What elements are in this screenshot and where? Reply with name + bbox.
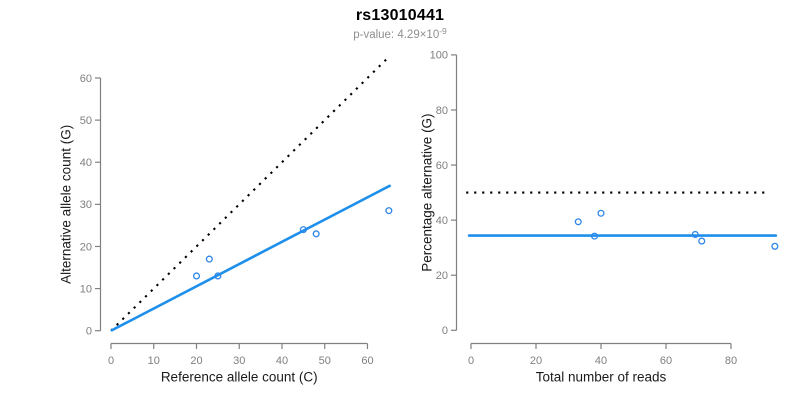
x-axis-title: Total number of reads [536,370,667,385]
y-tick-label: 0 [442,325,448,337]
data-point [698,237,706,245]
x-tick-label: 60 [660,355,672,367]
x-tick-label: 20 [530,355,542,367]
y-tick-label: 100 [430,50,448,62]
x-tick-label: 40 [276,355,288,367]
pvalue-exponent: -9 [439,26,447,36]
data-point [214,272,222,280]
y-tick-label: 40 [80,157,92,169]
fit-line [110,184,391,332]
data-point [691,230,699,239]
data-point [192,272,201,280]
data-point [771,242,779,250]
x-tick-label: 0 [108,355,114,367]
y-tick-label: 80 [436,105,448,117]
y-tick-label: 30 [80,199,92,211]
x-tick-label: 60 [361,355,373,367]
right-panel: 0 20 40 60 80 100 0 20 40 60 80 Total number of rea… [420,50,779,385]
y-tick-label: 0 [86,326,92,338]
x-tick-label: 40 [595,355,607,367]
y-axis-title: Percentage alternative (G) [420,113,435,271]
left-panel: 0 10 20 30 40 50 60 0 10 20 30 40 50 60 Reference alle… [59,57,393,385]
data-point [385,207,393,215]
x-tick-label: 10 [148,355,160,367]
y-tick-label: 60 [80,73,92,85]
pvalue-base: 4.29×10 [397,29,440,41]
pvalue-label: p-value: [353,29,398,41]
y-tick-label: 50 [80,115,92,127]
x-tick-label: 80 [725,355,737,367]
x-tick-label: 0 [468,355,474,367]
x-tick-label: 30 [233,355,245,367]
data-point [205,255,213,263]
pvalue-subtitle: p-value: 4.29×10-9 [0,26,800,41]
data-point [590,232,599,240]
y-tick-label: 20 [80,241,92,253]
x-tick-label: 50 [319,355,331,367]
y-axis-title: Alternative allele count (G) [59,125,74,284]
data-point [597,209,605,217]
y-tick-label: 60 [436,160,448,172]
x-tick-label: 20 [190,355,202,367]
identity-line [110,57,389,332]
x-axis-title: Reference allele count (C) [161,370,318,385]
page-title: rs13010441 [355,7,445,24]
data-point [574,218,582,226]
data-point [299,226,307,234]
y-tick-label: 10 [80,283,92,295]
data-point [312,230,320,238]
y-tick-label: 40 [436,215,448,227]
y-tick-label: 20 [436,270,448,282]
